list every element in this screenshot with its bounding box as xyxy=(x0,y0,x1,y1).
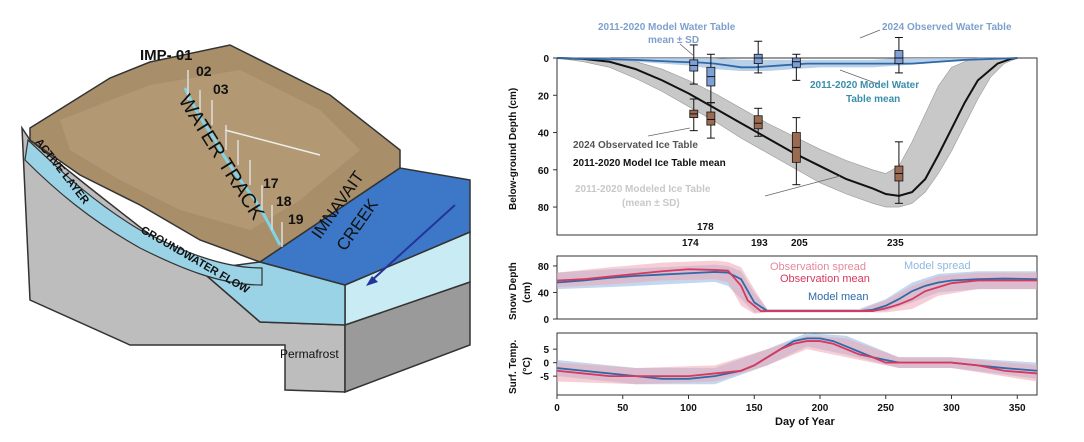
x-tick-label: 300 xyxy=(943,403,960,414)
creek-flow-arrow xyxy=(369,204,456,283)
temp-ytick-label: 0 xyxy=(543,359,549,370)
temp-ylabel-1: Surf. Temp. xyxy=(508,340,519,394)
annot-model-ice-table-mean: 2011-2020 Model Ice Table mean xyxy=(573,158,726,169)
temp-spread-1 xyxy=(557,335,1037,385)
x-tick-label: 150 xyxy=(746,403,763,414)
annot-observed-ice-table: 2024 Observated Ice Table xyxy=(573,140,698,151)
temp-ylabel-2: (°C) xyxy=(522,357,533,375)
legend-observation-mean: Observation mean xyxy=(780,273,870,285)
snow-chart: 0 40 80 Snow Depth (cm) Observation spread… xyxy=(508,255,1038,326)
annotation-leaders xyxy=(647,29,881,197)
temp-ytick-label: 5 xyxy=(543,345,549,356)
day-label-193: 193 xyxy=(751,238,768,249)
depth-ytick-label: 80 xyxy=(538,203,550,214)
temp-ytick-label: -5 xyxy=(540,372,549,383)
active-layer-band xyxy=(24,138,263,286)
day-label-174: 174 xyxy=(682,238,699,249)
site-label-03: 03 xyxy=(213,81,229,97)
hillslope-block-diagram: IMP- 01 02 03 17 18 19 WATER TRACK IMNAV… xyxy=(21,44,471,394)
charts-panel: 0 20 40 60 80 Below-ground Depth (cm) 174 17… xyxy=(508,22,1038,428)
observed-water-table-box xyxy=(894,50,904,64)
annot-model-water-table-sd-1: 2011-2020 Model Water Table xyxy=(598,22,736,33)
tundra-highlight xyxy=(60,70,360,230)
depth-ytick-label: 20 xyxy=(538,91,550,102)
ice-table-mean-line xyxy=(556,57,1018,197)
permafrost-label: Permafrost xyxy=(280,347,339,361)
water-track-line xyxy=(183,87,282,246)
depth-ylabel: Below-ground Depth (cm) xyxy=(508,88,519,210)
snow-series-line-1 xyxy=(556,268,1037,312)
annot-modeled-ice-table-sd-2: (mean ± SD) xyxy=(622,198,680,209)
temp-series-line-1 xyxy=(556,340,1038,378)
site-label-19: 19 xyxy=(288,211,304,227)
annot-model-water-table-mean-2: Table mean xyxy=(846,94,900,105)
temp-xticks: 0 50 100 150 200 250 300 350 xyxy=(554,395,1026,414)
annot-model-water-table-mean-1: 2011-2020 Model Water xyxy=(810,80,919,91)
x-axis-label: Day of Year xyxy=(775,416,835,428)
snow-ytick-label: 40 xyxy=(538,288,550,299)
observed-water-table-box xyxy=(791,57,801,68)
x-tick-label: 250 xyxy=(877,403,894,414)
site-label-02: 02 xyxy=(196,63,212,79)
annot-model-water-table-sd-2: mean ± SD xyxy=(648,35,699,46)
x-tick-label: 200 xyxy=(812,403,829,414)
legend-observation-spread: Observation spread xyxy=(770,261,866,273)
depth-chart: 0 20 40 60 80 Below-ground Depth (cm) 174 17… xyxy=(508,22,1038,249)
creek-top xyxy=(258,167,471,286)
annot-modeled-ice-table-sd-1: 2011-2020 Modeled Ice Table xyxy=(575,184,711,195)
x-tick-label: 50 xyxy=(617,403,629,414)
depth-ytick-label: 0 xyxy=(543,54,549,65)
observed-water-table-box xyxy=(753,53,763,64)
site-label-01: IMP- 01 xyxy=(140,47,193,64)
site-label-18: 18 xyxy=(276,193,292,209)
site-label-17: 17 xyxy=(263,175,279,191)
observed-ice-table-box xyxy=(753,115,763,130)
creek-flow-arrowhead xyxy=(366,276,378,286)
day-label-178: 178 xyxy=(697,222,714,233)
snow-ytick-label: 0 xyxy=(543,315,549,326)
snow-yticks: 0 40 80 xyxy=(538,262,557,326)
day-label-205: 205 xyxy=(791,238,808,249)
temperature-chart: 50-5 0 50 100 150 200 250 300 350 Surf. Temp. (… xyxy=(508,332,1038,428)
observed-ice-table-box xyxy=(706,111,716,126)
depth-ytick-label: 60 xyxy=(538,166,550,177)
water-table-mean-line xyxy=(556,57,1018,69)
depth-ytick-label: 40 xyxy=(538,129,550,140)
legend-model-mean: Model mean xyxy=(808,291,869,303)
day-label-235: 235 xyxy=(887,238,904,249)
snow-ylabel-2: (cm) xyxy=(522,282,533,303)
temp-yticks: 5 0 -5 xyxy=(540,345,557,383)
snow-ylabel-1: Snow Depth xyxy=(508,262,519,320)
x-tick-label: 350 xyxy=(1009,403,1026,414)
x-tick-label: 0 xyxy=(554,403,560,414)
instrument-posts xyxy=(187,70,283,247)
legend-model-spread: Model spread xyxy=(904,260,971,272)
snow-ytick-label: 80 xyxy=(538,262,550,273)
survey-line xyxy=(224,129,321,156)
annot-observed-water-table: 2024 Observed Water Table xyxy=(882,22,1012,33)
depth-yticks: 0 20 40 60 80 xyxy=(538,54,557,214)
x-tick-label: 100 xyxy=(680,403,697,414)
